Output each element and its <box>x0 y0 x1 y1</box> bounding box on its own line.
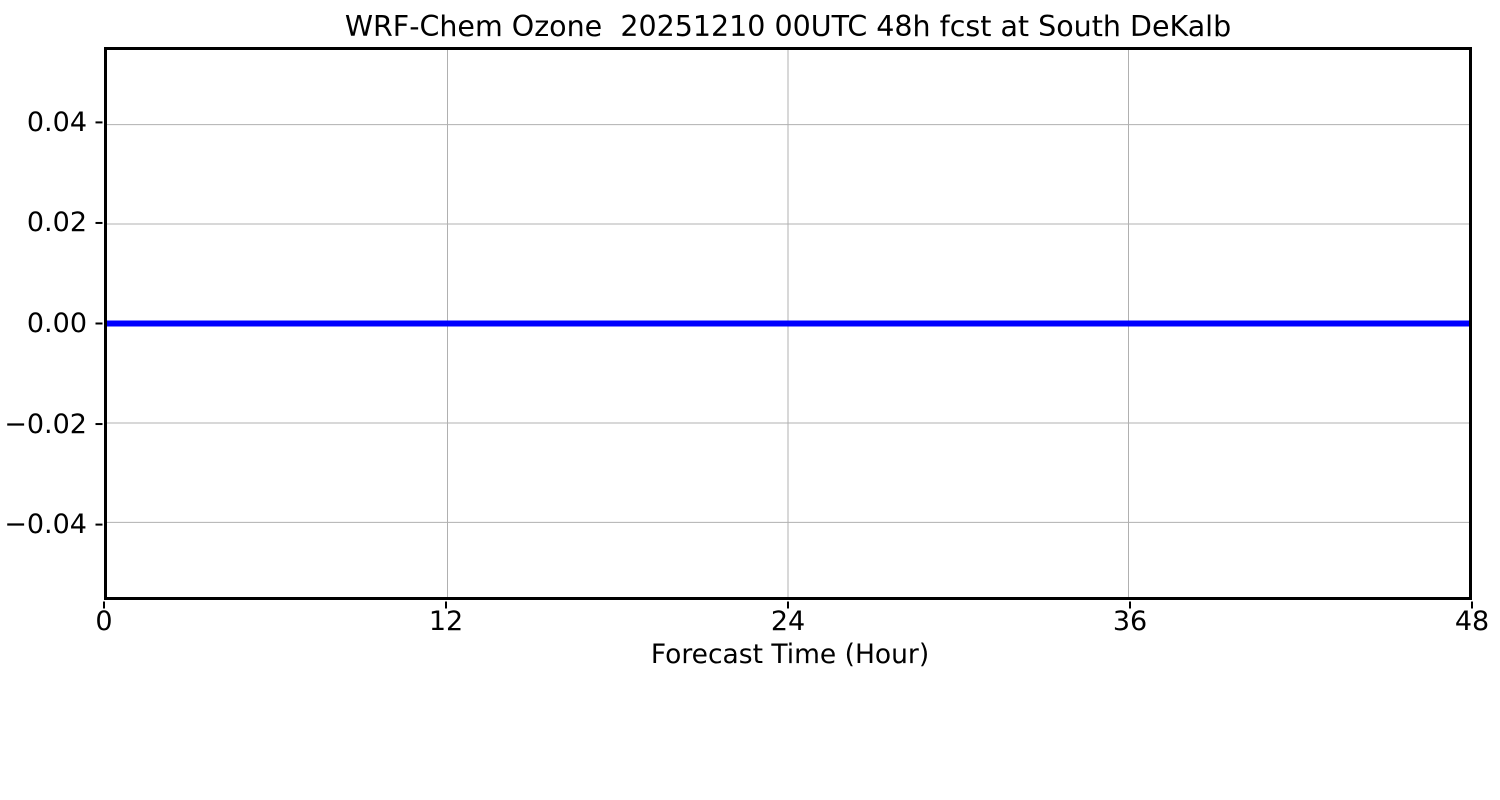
y-tick-label: −0.02 <box>4 408 87 440</box>
y-tick-label: 0.00 <box>26 308 87 339</box>
x-tick-label: 12 <box>428 606 464 637</box>
plot-area <box>104 47 1472 600</box>
x-tick-label: 24 <box>770 606 806 637</box>
x-tick-label: 0 <box>95 606 113 637</box>
data-series-layer <box>107 320 1469 327</box>
x-axis-tick-labels: 0 12 24 36 48 <box>0 608 1500 642</box>
y-tick-label: 0.02 <box>26 207 87 239</box>
y-tick-label: −0.04 <box>4 509 87 541</box>
x-tick-label: 36 <box>1112 606 1148 637</box>
y-axis-label-clip <box>0 47 6 600</box>
chart-title: WRF-Chem Ozone 20251210 00UTC 48h fcst a… <box>344 10 1232 43</box>
x-axis-label: Forecast Time (Hour) <box>650 639 930 670</box>
x-tick-label: 48 <box>1454 606 1490 637</box>
y-tick-label: 0.04 <box>26 106 87 138</box>
y-axis-tick-labels: 0.04 0.02 0.00 −0.02 −0.04 <box>0 47 87 600</box>
